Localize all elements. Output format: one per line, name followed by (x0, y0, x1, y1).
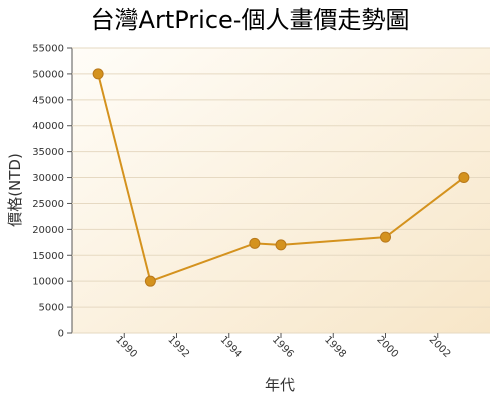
y-axis-title: 價格(NTD) (6, 153, 24, 227)
data-point (92, 68, 104, 80)
y-tick-label: 30000 (32, 173, 64, 184)
x-tick-label: 2000 (374, 334, 400, 360)
x-tick-label: 1996 (270, 334, 296, 360)
x-tick-label: 1992 (165, 334, 191, 360)
x-axis-title: 年代 (265, 376, 295, 394)
y-tick-label: 25000 (32, 199, 64, 210)
data-point (249, 237, 261, 249)
y-tick-label: 10000 (32, 277, 64, 288)
y-tick-label: 5000 (39, 303, 64, 314)
x-tick-label: 1990 (113, 334, 139, 360)
y-tick-label: 15000 (32, 251, 64, 262)
line (97, 73, 465, 283)
y-tick-label: 40000 (32, 121, 64, 132)
y-tick-label: 35000 (32, 147, 64, 158)
data-point (458, 172, 470, 184)
plot-area (72, 48, 490, 333)
x-tick-label: 1998 (322, 334, 348, 360)
chart-title: 台灣ArtPrice-個人畫價走勢圖 (91, 6, 410, 34)
data-point (275, 239, 287, 251)
x-tick-label: 2002 (427, 334, 453, 360)
x-tick-label: 1994 (218, 334, 244, 360)
y-tick-label: 20000 (32, 225, 64, 236)
y-tick-label: 55000 (32, 44, 64, 55)
data-point (380, 231, 391, 243)
y-tick-label: 0 (58, 329, 64, 340)
y-tick-label: 45000 (32, 95, 64, 106)
data-point (144, 275, 156, 287)
y-tick-label: 50000 (32, 69, 64, 80)
